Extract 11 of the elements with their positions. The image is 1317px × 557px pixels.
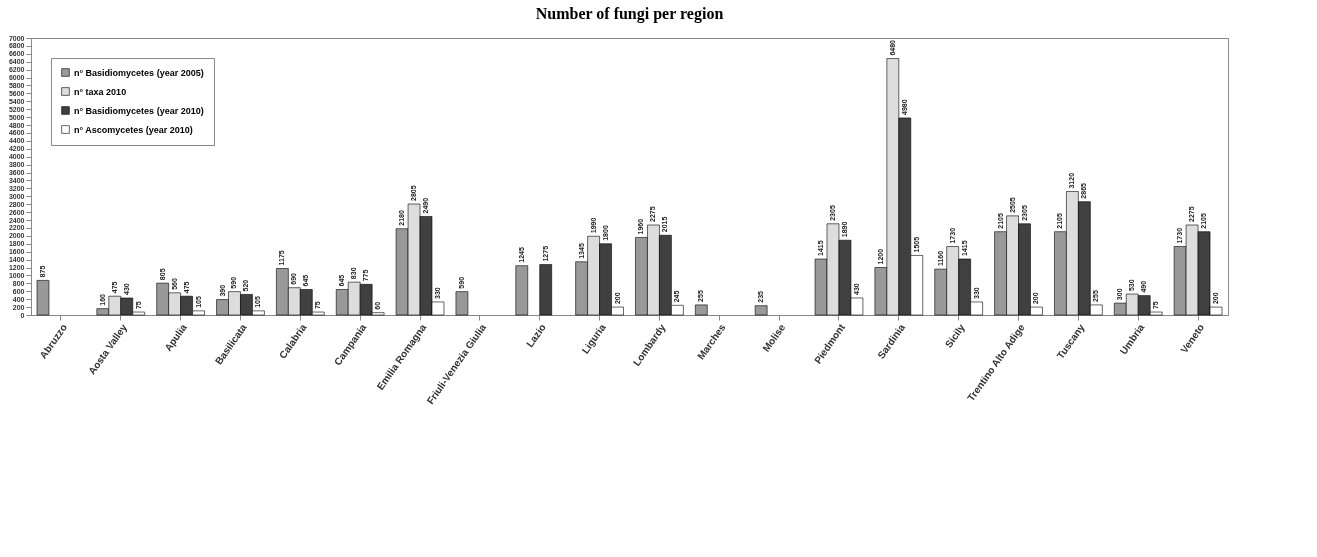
bar bbox=[36, 280, 50, 316]
bar bbox=[539, 264, 552, 316]
legend-label: n° taxa 2010 bbox=[74, 86, 127, 97]
bar bbox=[455, 291, 469, 316]
bar bbox=[754, 305, 768, 316]
legend-label: n° Basidiomycetes (year 2005) bbox=[74, 67, 204, 78]
bar bbox=[515, 265, 529, 316]
legend-label: n° Basidiomycetes (year 2010) bbox=[74, 105, 204, 116]
chart-title: Number of fungi per region bbox=[535, 5, 724, 23]
bar bbox=[695, 304, 708, 316]
legend-label: n° Ascomycetes (year 2010) bbox=[74, 124, 193, 135]
